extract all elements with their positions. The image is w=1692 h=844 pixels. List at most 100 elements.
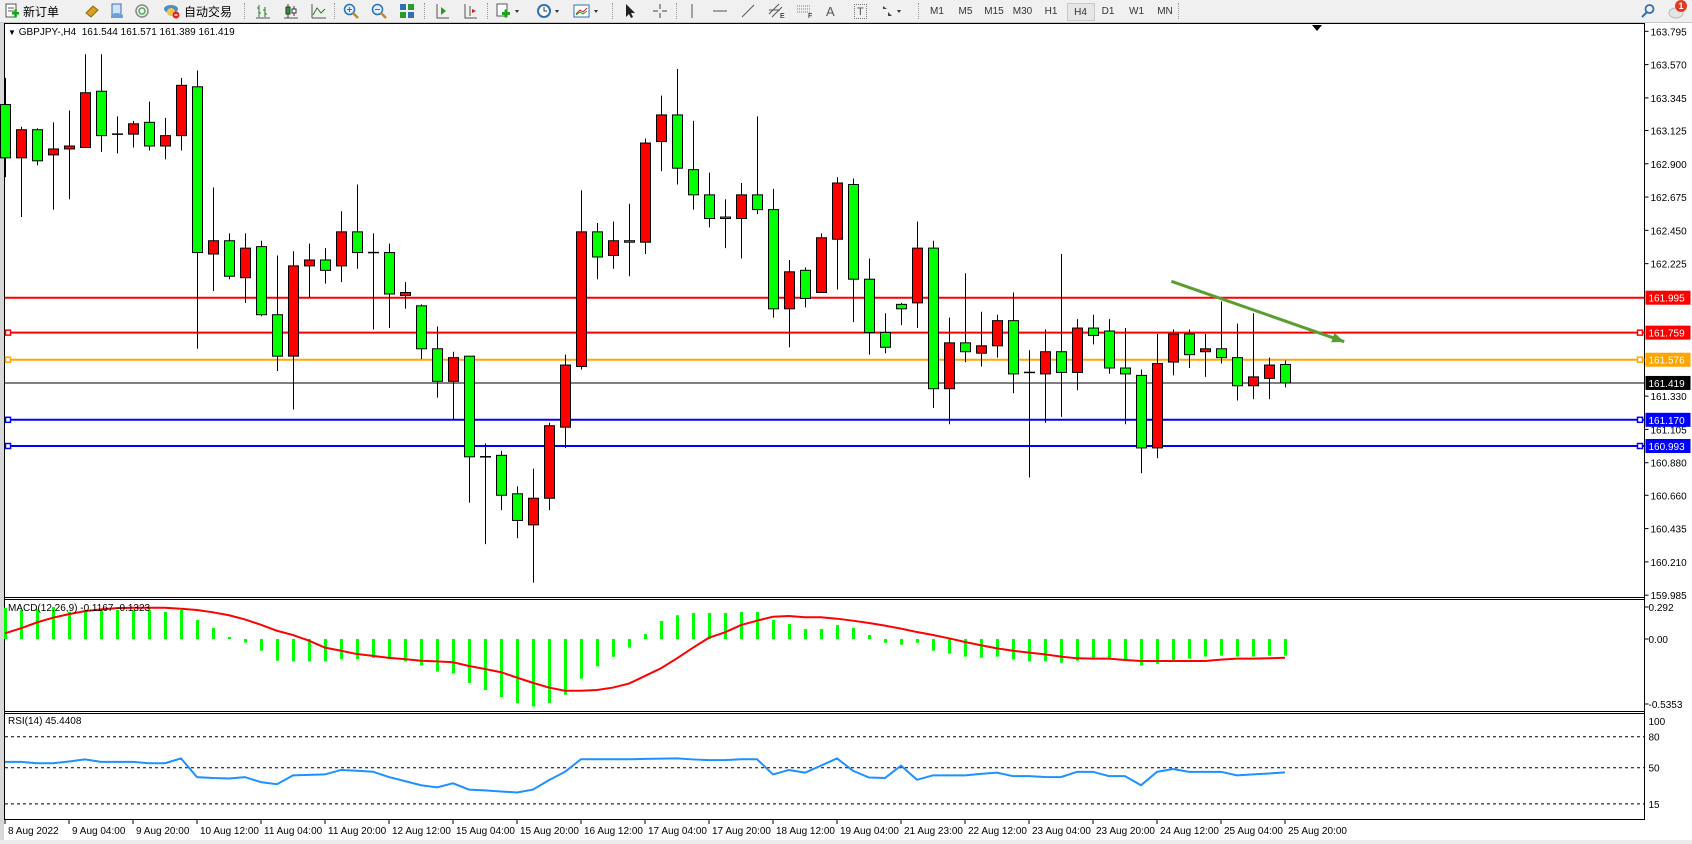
candle-body xyxy=(832,182,843,240)
search-button[interactable] xyxy=(1640,2,1656,20)
auto-scroll-icon xyxy=(436,4,449,19)
macd-histogram-bar xyxy=(356,639,359,660)
auto-scroll-button[interactable] xyxy=(434,2,450,20)
macd-histogram-bar xyxy=(820,629,823,639)
timeframe-d1[interactable]: D1 xyxy=(1101,5,1115,17)
bar-chart-button[interactable] xyxy=(255,2,271,20)
equidistant-channel-tool[interactable]: E xyxy=(768,2,785,20)
candle xyxy=(1248,313,1259,400)
new-order-icon xyxy=(5,3,19,18)
macd-histogram-bar xyxy=(708,613,711,639)
price-tick-label: 161.330 xyxy=(1651,392,1688,403)
candle xyxy=(128,120,139,148)
macd-histogram-bar xyxy=(308,639,311,662)
macd-histogram-bar xyxy=(964,639,967,657)
fibonacci-tool[interactable]: F xyxy=(796,2,812,20)
candle xyxy=(320,248,331,284)
crosshair-tool[interactable] xyxy=(652,2,668,20)
candle xyxy=(1232,323,1243,401)
crosshair-icon xyxy=(653,4,667,18)
market-watch-button[interactable] xyxy=(84,2,100,20)
line-price-label: 160.993 xyxy=(1649,442,1686,453)
trendline-tool[interactable] xyxy=(740,2,756,20)
time-label: 12 Aug 12:00 xyxy=(392,826,451,837)
zoom-in-button[interactable] xyxy=(343,2,359,20)
macd-histogram-bar xyxy=(260,639,263,651)
candle-body xyxy=(48,148,59,156)
candle-body xyxy=(576,231,587,368)
navigator-button[interactable] xyxy=(134,2,150,20)
macd-histogram-bar xyxy=(628,639,631,648)
horizontal-line-tool[interactable] xyxy=(712,2,728,20)
new-order-button[interactable]: 新订单 xyxy=(4,2,59,20)
line-price-label: 161.170 xyxy=(1649,416,1686,427)
candle xyxy=(448,351,459,420)
line-chart-button[interactable] xyxy=(311,2,327,20)
candle xyxy=(80,54,91,148)
timeframe-w1[interactable]: W1 xyxy=(1129,5,1144,17)
chart-header: ▼ GBPJPY-,H4 161.544 161.571 161.389 161… xyxy=(8,27,235,38)
templates-button[interactable] xyxy=(573,2,601,20)
candle xyxy=(624,203,635,277)
text-tool[interactable]: A xyxy=(826,3,835,19)
candle-body xyxy=(1184,333,1195,356)
candle xyxy=(1216,301,1227,364)
price-tick-label: 159.985 xyxy=(1651,591,1688,602)
candlestick-chart-button[interactable] xyxy=(283,2,299,20)
cursor-arrow-icon xyxy=(626,4,635,18)
macd-histogram-bar xyxy=(884,639,887,643)
macd-histogram-bar xyxy=(404,639,407,662)
macd-histogram-bar xyxy=(836,625,839,639)
new-chart-button[interactable] xyxy=(496,2,522,20)
line-price-label-box xyxy=(1645,412,1691,427)
price-tick-label: 163.570 xyxy=(1651,61,1688,72)
time-label: 24 Aug 12:00 xyxy=(1160,826,1219,837)
macd-histogram-bar xyxy=(788,623,791,639)
line-price-label-box xyxy=(1645,352,1691,367)
candle-body xyxy=(672,114,683,169)
zoom-out-button[interactable] xyxy=(371,2,387,20)
candle xyxy=(800,267,811,308)
timeframe-m15[interactable]: M15 xyxy=(984,5,1004,17)
zoom-out-icon xyxy=(371,3,387,19)
chart-shift-button[interactable] xyxy=(462,2,478,20)
timeframe-h1[interactable]: H1 xyxy=(1044,5,1058,17)
timeframe-h4[interactable]: H4 xyxy=(1066,3,1095,21)
cursor-tool[interactable] xyxy=(622,2,638,20)
collapse-triangle-icon[interactable]: ▼ xyxy=(8,28,16,37)
rsi-tick-label: 50 xyxy=(1649,764,1661,775)
candle xyxy=(768,188,779,318)
candle-body xyxy=(656,114,667,143)
timeframe-mn[interactable]: MN xyxy=(1157,5,1173,17)
arrows-tool[interactable] xyxy=(880,2,906,20)
candle-body xyxy=(704,194,715,220)
candle-body xyxy=(80,92,91,148)
notifications-button[interactable]: 1 xyxy=(1668,0,1687,19)
data-window-button[interactable] xyxy=(109,2,125,20)
zoom-in-icon xyxy=(343,3,359,19)
timeframe-m5[interactable]: M5 xyxy=(958,5,973,17)
text-label-tool[interactable]: T xyxy=(854,4,867,19)
macd-tick-label: 0.00 xyxy=(1649,635,1669,646)
vertical-line-tool[interactable] xyxy=(684,2,700,20)
timeframe-m30[interactable]: M30 xyxy=(1012,5,1033,17)
periods-button[interactable] xyxy=(536,2,562,20)
candle-body xyxy=(608,240,619,257)
macd-histogram-bar xyxy=(244,639,247,643)
candle-body xyxy=(720,216,731,220)
toolbar: 新订单 自动交易 E F A T 1 M1 M5 M15 M30 H1 H4 D1 W1 MN xyxy=(0,0,1692,23)
auto-trading-button[interactable]: 自动交易 xyxy=(163,2,232,20)
time-label: 10 Aug 12:00 xyxy=(200,826,259,837)
candle xyxy=(656,95,667,172)
price-tick-label: 160.210 xyxy=(1651,558,1688,569)
candle-body xyxy=(1216,348,1227,359)
macd-histogram-bar xyxy=(4,607,7,639)
tile-windows-button[interactable] xyxy=(399,2,415,20)
candle-body xyxy=(688,169,699,196)
timeframe-m1[interactable]: M1 xyxy=(930,5,944,17)
time-label: 17 Aug 20:00 xyxy=(712,826,771,837)
time-label: 23 Aug 20:00 xyxy=(1096,826,1155,837)
time-label: 21 Aug 23:00 xyxy=(904,826,963,837)
separator xyxy=(1178,3,1180,19)
